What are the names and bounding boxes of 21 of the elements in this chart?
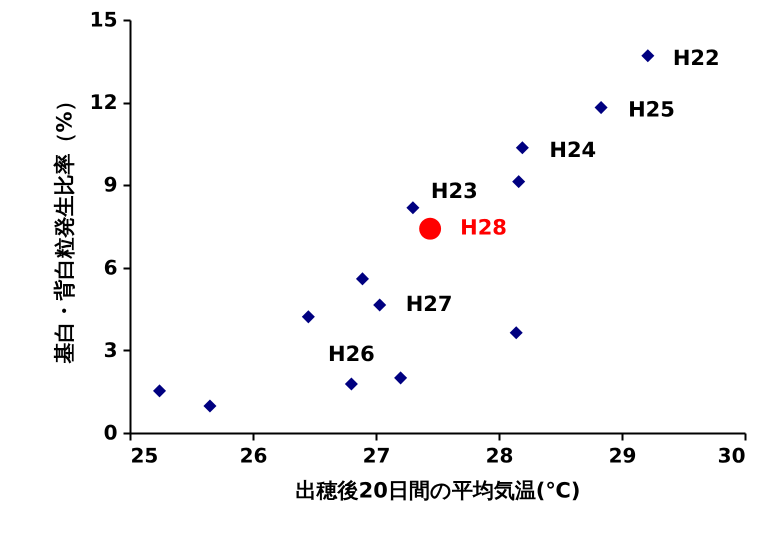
x-tick-label: 27 — [362, 444, 390, 468]
annotation: H23 — [430, 178, 478, 203]
x-tick-label: 29 — [608, 444, 636, 468]
x-tick-label: 25 — [130, 444, 158, 468]
annotation: H26 — [328, 342, 375, 366]
x-tick-label: 26 — [240, 444, 268, 468]
y-tick-label: 12 — [90, 90, 118, 114]
y-tick-label: 15 — [90, 8, 118, 32]
y-tick-label: 3 — [104, 338, 118, 362]
series-label: H28 — [460, 216, 507, 240]
y-tick-label: 0 — [104, 420, 118, 444]
annotation: H22 — [672, 46, 720, 70]
y-tick-label: 9 — [104, 172, 118, 197]
y-tick-label: 6 — [104, 255, 118, 280]
x-tick-label: 28 — [486, 444, 514, 468]
annotation: H25 — [628, 98, 675, 122]
x-axis-title: 出穂後20日間の平均気温(℃) — [296, 478, 580, 502]
annotation: H24 — [549, 138, 596, 162]
y-axis-title: 基白・背白粒発生比率（%） — [52, 90, 77, 365]
annotation: H27 — [406, 292, 453, 316]
x-tick-label: 30 — [718, 444, 746, 468]
